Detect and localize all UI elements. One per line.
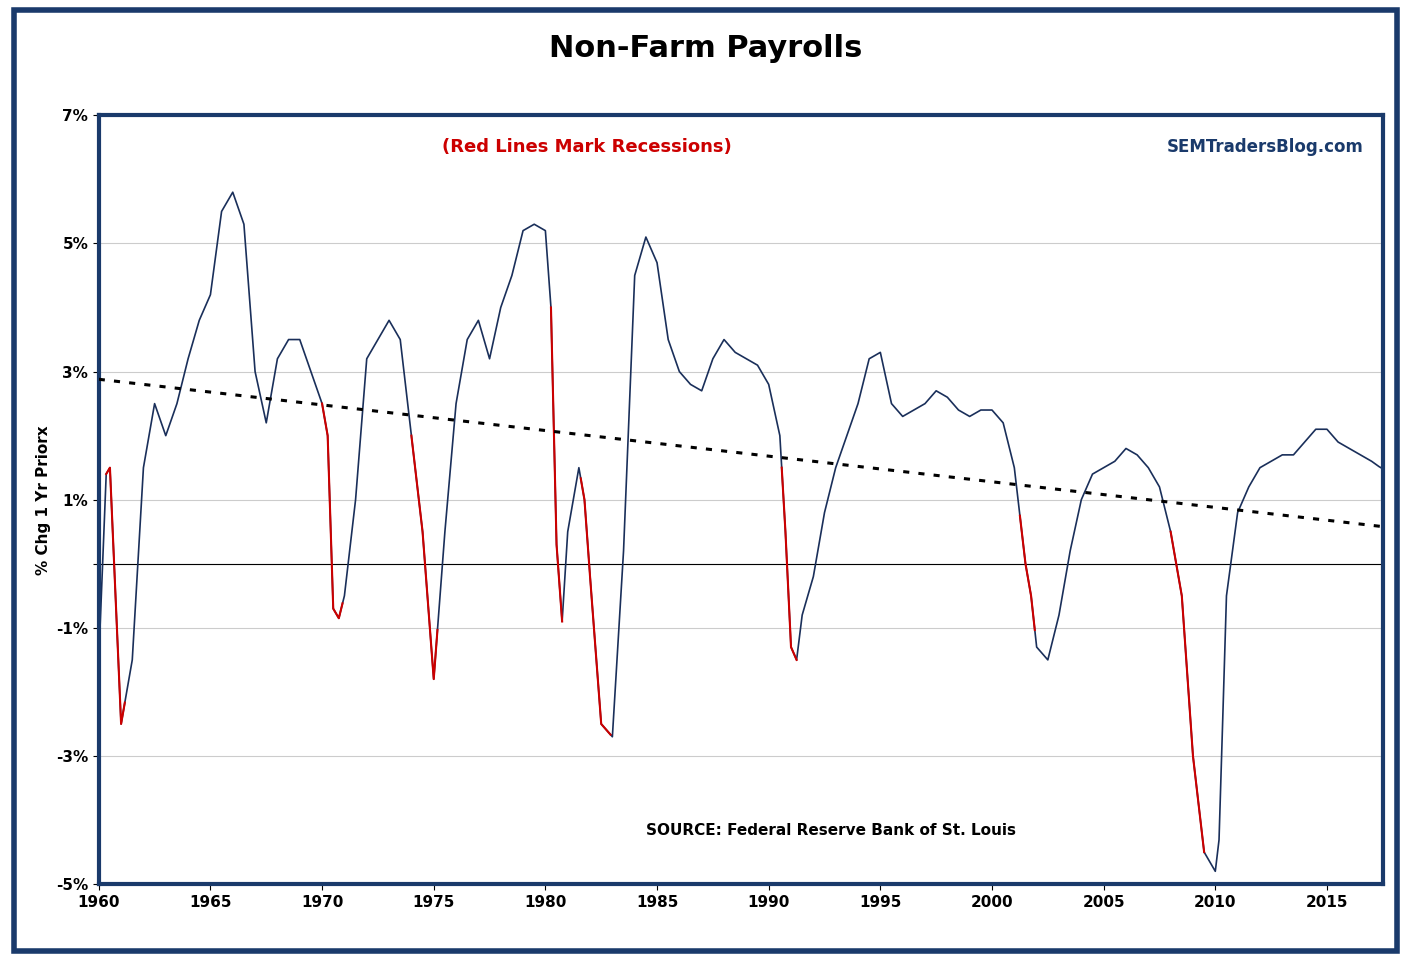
Text: Non-Farm Payrolls: Non-Farm Payrolls — [549, 34, 862, 62]
Y-axis label: % Chg 1 Yr Priorx: % Chg 1 Yr Priorx — [35, 425, 51, 575]
Text: SEMTradersBlog.com: SEMTradersBlog.com — [1167, 138, 1363, 157]
Text: (Red Lines Mark Recessions): (Red Lines Mark Recessions) — [442, 138, 731, 157]
Text: SOURCE: Federal Reserve Bank of St. Louis: SOURCE: Federal Reserve Bank of St. Loui… — [646, 823, 1016, 838]
